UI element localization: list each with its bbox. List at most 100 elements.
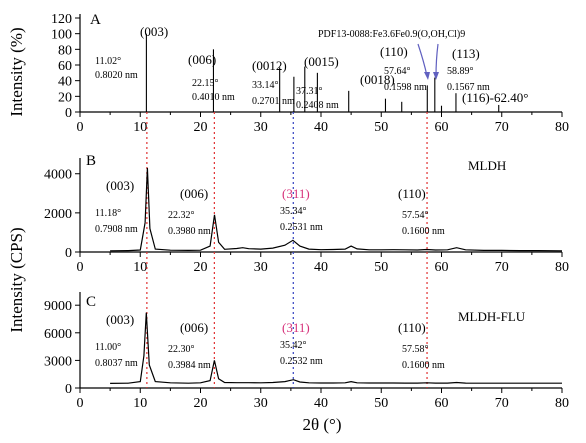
- peak-angle-003: 11.00°: [95, 342, 121, 353]
- x-tick-label: 30: [254, 260, 268, 275]
- panel-b-letter: B: [86, 153, 96, 169]
- x-tick-label: 10: [133, 120, 147, 135]
- panel-a-letter: A: [90, 12, 101, 28]
- x-tick-label: 10: [133, 396, 147, 411]
- ylabel-cps: Intensity (CPS): [7, 227, 26, 332]
- x-tick-label: 0: [77, 120, 84, 135]
- arrowhead-113: [433, 72, 439, 80]
- y-tick-label: 6000: [44, 327, 72, 342]
- peak-label-006: (006): [180, 186, 208, 201]
- panel-c-letter: C: [86, 294, 96, 310]
- peak-angle-110: 57.58°: [402, 344, 429, 355]
- x-tick-label: 70: [495, 260, 509, 275]
- peak-angle-006: 22.30°: [168, 344, 195, 355]
- panel-b-axes: 0 2000 4000 0 10 20 30 40 50 60 70 80: [44, 158, 569, 275]
- x-tick-label: 70: [495, 396, 509, 411]
- peak-d-003: 0.8037 nm: [95, 358, 138, 369]
- peak-label-110: (110): [398, 320, 426, 335]
- legend-mldh-flu: MLDH-FLU: [458, 309, 526, 324]
- x-tick-label: 20: [194, 120, 208, 135]
- peak-angle-0015: 37.31°: [296, 86, 323, 97]
- peak-d-003: 0.8020 nm: [95, 70, 138, 81]
- y-tick-label: 4000: [44, 168, 72, 183]
- y-tick-label: 100: [51, 28, 72, 43]
- y-tick-label: 9000: [44, 299, 72, 314]
- peak-label-0015: (0015): [304, 54, 339, 69]
- x-tick-label: 50: [374, 120, 388, 135]
- x-tick-label: 0: [77, 396, 84, 411]
- peak-label-0018: (0018): [360, 72, 395, 87]
- y-tick-label: 0: [65, 382, 72, 397]
- x-tick-label: 20: [194, 396, 208, 411]
- peak-angle-0012: 33.14°: [252, 80, 279, 91]
- peak-d-311: 0.2532 nm: [280, 356, 323, 367]
- mldh-trace: [110, 167, 563, 252]
- x-tick-label: 80: [555, 120, 569, 135]
- x-tick-label: 40: [314, 396, 328, 411]
- x-tick-label: 70: [495, 120, 509, 135]
- x-tick-label: 60: [435, 120, 449, 135]
- xlabel-2theta: 2θ (°): [302, 415, 341, 434]
- legend-mldh: MLDH: [468, 158, 506, 173]
- peak-label-110: (110): [380, 44, 408, 59]
- peak-d-113: 0.1567 nm: [447, 82, 490, 93]
- peak-d-110: 0.1600 nm: [402, 360, 445, 371]
- peak-label-003: (003): [106, 178, 134, 193]
- reference-card-label: PDF13-0088:Fe3.6Fe0.9(O,OH,Cl)9: [318, 29, 465, 40]
- peak-d-006: 0.3980 nm: [168, 226, 211, 237]
- panel-c-axes: 0 3000 6000 9000 0 10 20 30 40 50 60 70 80: [44, 292, 569, 411]
- x-tick-label: 80: [555, 260, 569, 275]
- peak-label-006: (006): [180, 320, 208, 335]
- peak-angle-006: 22.32°: [168, 210, 195, 221]
- peak-d-0012: 0.2701 nm: [252, 96, 295, 107]
- x-tick-label: 40: [314, 120, 328, 135]
- x-tick-label: 60: [435, 396, 449, 411]
- peak-d-006: 0.4010 nm: [192, 92, 235, 103]
- peak-d-110: 0.1598 nm: [384, 82, 427, 93]
- x-tick-label: 30: [254, 396, 268, 411]
- x-tick-label: 80: [555, 396, 569, 411]
- arrowhead-110: [424, 72, 430, 80]
- peak-label-006: (006): [188, 52, 216, 67]
- mldh-flu-trace: [110, 312, 562, 384]
- reference-dashed-lines: [146, 112, 428, 388]
- x-tick-label: 60: [435, 260, 449, 275]
- peak-angle-110: 57.54°: [402, 210, 429, 221]
- peak-angle-311: 35.42°: [280, 340, 307, 351]
- peak-angle-311: 35.34°: [280, 206, 307, 217]
- peak-angle-110: 57.64°: [384, 66, 411, 77]
- peak-label-003: (003): [106, 312, 134, 327]
- arrow-113: [435, 43, 439, 77]
- x-tick-label: 20: [194, 260, 208, 275]
- x-tick-label: 10: [133, 260, 147, 275]
- x-tick-label: 50: [374, 396, 388, 411]
- chart-marks: (003) 11.02° 0.8020 nm (006) 22.15° 0.4010 nm…: [95, 24, 563, 384]
- x-tick-label: 30: [254, 120, 268, 135]
- peak-d-311: 0.2531 nm: [280, 222, 323, 233]
- y-tick-label: 0: [65, 106, 72, 121]
- y-tick-label: 40: [58, 75, 72, 90]
- y-tick-label: 2000: [44, 207, 72, 222]
- y-tick-label: 0: [65, 246, 72, 261]
- x-tick-label: 40: [314, 260, 328, 275]
- y-tick-label: 3000: [44, 354, 72, 369]
- peak-label-311: (311): [282, 320, 310, 335]
- peak-angle-003: 11.18°: [95, 208, 121, 219]
- peak-d-006: 0.3984 nm: [168, 360, 211, 371]
- peak-angle-003: 11.02°: [95, 56, 121, 67]
- y-tick-label: 120: [51, 12, 72, 27]
- peak-d-110: 0.1600 nm: [402, 226, 445, 237]
- y-tick-label: 80: [58, 43, 72, 58]
- peak-label-311: (311): [282, 186, 310, 201]
- y-tick-label: 60: [58, 59, 72, 74]
- arrow-110: [417, 43, 428, 77]
- peak-label-110: (110): [398, 186, 426, 201]
- peak-label-113: (113): [452, 46, 480, 61]
- peak-label-0012: (0012): [252, 58, 287, 73]
- y-tick-label: 20: [58, 90, 72, 105]
- peak-label-116: (116)-62.40°: [462, 90, 528, 105]
- peak-d-003: 0.7908 nm: [95, 224, 138, 235]
- peak-label-003: (003): [140, 24, 168, 39]
